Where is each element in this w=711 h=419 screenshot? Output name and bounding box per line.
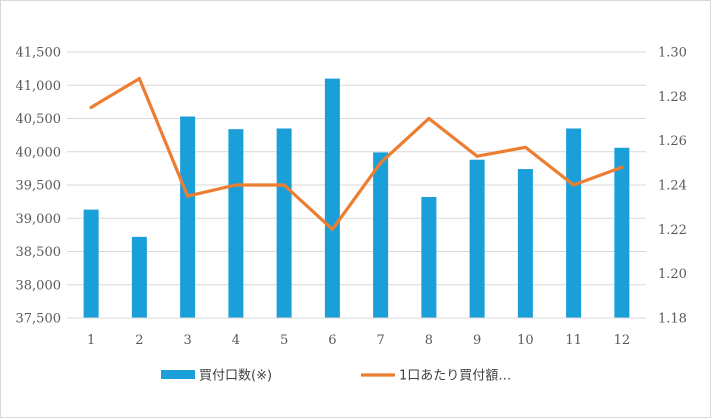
right-tick-label: 1.30 [658, 46, 687, 61]
x-tick-label: 9 [473, 333, 481, 348]
legend: 買付口数(※) 1口あたり買付額… [161, 369, 511, 384]
legend-swatch-bar [161, 370, 195, 379]
left-axis-ticks: 37,500 38,000 38,500 39,000 39,500 40,000 40,5… [16, 46, 62, 327]
line-point [186, 194, 190, 198]
bar [566, 128, 582, 318]
bar [180, 116, 196, 318]
x-tick-label: 8 [425, 333, 433, 348]
legend-label-bar: 買付口数(※) [199, 369, 272, 384]
right-tick-label: 1.26 [658, 134, 687, 149]
bar [614, 147, 630, 318]
line-point [572, 183, 576, 187]
right-tick-label: 1.18 [658, 312, 687, 327]
bar-series [83, 78, 630, 318]
line-point [379, 161, 383, 165]
right-tick-label: 1.24 [658, 179, 687, 194]
line-series [89, 76, 624, 231]
x-tick-label: 1 [87, 333, 95, 348]
line-point [234, 183, 238, 187]
x-tick-label: 11 [565, 333, 582, 348]
bar [324, 78, 340, 318]
right-tick-label: 1.20 [658, 267, 687, 282]
line-path [89, 76, 624, 231]
line-point [330, 227, 334, 231]
left-tick-label: 39,500 [16, 179, 62, 194]
bar [228, 129, 244, 318]
line-point [137, 77, 141, 81]
bar [517, 169, 533, 318]
bar [276, 128, 292, 318]
x-tick-label: 2 [135, 333, 143, 348]
bar [421, 196, 437, 318]
line-point [282, 183, 286, 187]
x-tick-label: 3 [183, 333, 191, 348]
left-tick-label: 40,500 [16, 112, 62, 127]
x-tick-label: 5 [280, 333, 288, 348]
x-tick-label: 4 [232, 333, 240, 348]
line-point [89, 105, 93, 110]
bar [373, 152, 389, 318]
x-tick-label: 6 [328, 333, 336, 348]
right-axis-ticks: 1.18 1.20 1.22 1.24 1.26 1.28 1.30 [658, 46, 687, 327]
x-tick-label: 12 [614, 333, 631, 348]
right-tick-label: 1.22 [658, 223, 687, 238]
bar [131, 236, 147, 318]
line-point [523, 145, 527, 149]
x-tick-label: 10 [517, 333, 534, 348]
left-tick-label: 40,000 [16, 145, 62, 160]
line-point [427, 116, 431, 121]
bar [469, 159, 485, 318]
left-tick-label: 38,500 [16, 245, 62, 260]
left-tick-label: 39,000 [16, 212, 62, 227]
bar [83, 209, 99, 318]
left-tick-label: 41,500 [16, 46, 62, 61]
gridlines [67, 51, 646, 319]
left-tick-label: 37,500 [16, 312, 62, 327]
right-tick-label: 1.28 [658, 90, 687, 105]
left-tick-label: 38,000 [16, 278, 62, 293]
x-tick-label: 7 [376, 333, 384, 348]
line-point [475, 154, 479, 158]
line-point [620, 165, 624, 169]
x-axis-ticks: 1 2 3 4 5 6 7 8 9 10 11 12 [67, 317, 646, 348]
left-tick-label: 41,000 [16, 79, 62, 94]
legend-label-line: 1口あたり買付額… [399, 369, 511, 384]
